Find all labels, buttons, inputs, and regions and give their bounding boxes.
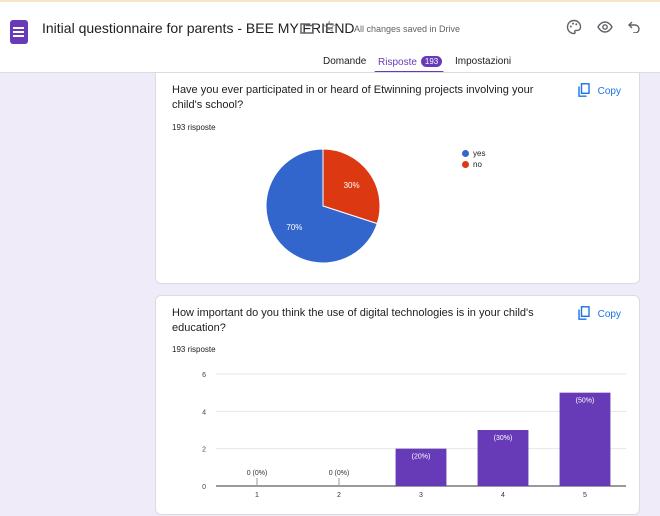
copy-label: Copy [597,309,621,320]
pie-slice-no [322,148,381,225]
x-tick-label: 2 [337,492,341,499]
pie-legend: yes no [462,148,485,170]
legend-item-no: no [462,159,485,170]
x-tick-label: 5 [583,492,587,499]
bar-value-label: 0 (0%) [247,470,268,477]
tab-domande[interactable]: Domande [323,56,367,67]
save-status: All changes saved in Drive [354,24,461,34]
legend-item-yes: yes [462,148,485,159]
bar-value-label: (50%) [576,398,595,405]
preview-eye-icon[interactable] [597,20,613,38]
tab-risposte[interactable]: Risposte 193 [378,56,443,68]
legend-swatch [462,161,469,168]
bar-value-label: 0 (0%) [329,470,350,477]
folder-icon[interactable] [300,21,314,39]
copy-icon [577,83,590,100]
y-tick-label: 2 [202,447,206,454]
response-count: 193 risposte [172,123,216,132]
legend-label: no [473,160,482,169]
bar-value-label: (30%) [494,435,513,442]
response-count: 193 risposte [172,345,216,354]
bar-5 [559,392,611,486]
bar-3 [395,448,447,486]
top-bar: Initial questionnaire for parents - BEE … [0,0,660,74]
copy-button[interactable]: Copy [577,306,621,323]
question-card-2: How important do you think the use of di… [155,295,640,515]
copy-label: Copy [597,86,621,97]
legend-swatch [462,150,469,157]
pie-slice-label: 30% [344,181,360,190]
forms-app-icon[interactable] [10,20,28,44]
question-title: Have you ever participated in or heard o… [172,84,534,111]
undo-icon[interactable] [628,20,640,38]
copy-button[interactable]: Copy [577,83,621,100]
x-tick-label: 3 [419,492,423,499]
pie-slice-label: 70% [286,223,302,232]
y-tick-label: 0 [202,484,206,491]
legend-label: yes [473,149,486,158]
responses-count-badge: 193 [420,56,443,67]
y-tick-label: 4 [202,409,206,416]
x-tick-label: 4 [501,492,505,499]
question-card-1: Have you ever participated in or heard o… [155,72,640,284]
bar-value-label: (20%) [412,454,431,461]
pie-slice-yes [265,148,378,264]
y-tick-label: 6 [202,372,206,379]
x-tick-label: 1 [255,492,259,499]
tab-risposte-label: Risposte [378,57,417,68]
palette-icon[interactable] [566,19,582,40]
tab-impostazioni[interactable]: Impostazioni [455,56,512,67]
document-title[interactable]: Initial questionnaire for parents - BEE … [42,20,355,36]
bar-chart: 0 2 4 6 0 (0%) 1 0 (0%) 2 (20%) 3 (30%) 4 (50%) 5 [202,372,626,499]
star-icon[interactable]: ☆ [322,19,337,36]
pie-chart: 30% 70% [265,148,381,264]
bar-4 [477,430,529,486]
copy-icon [577,306,590,323]
question-title: How important do you think the use of di… [172,307,534,334]
